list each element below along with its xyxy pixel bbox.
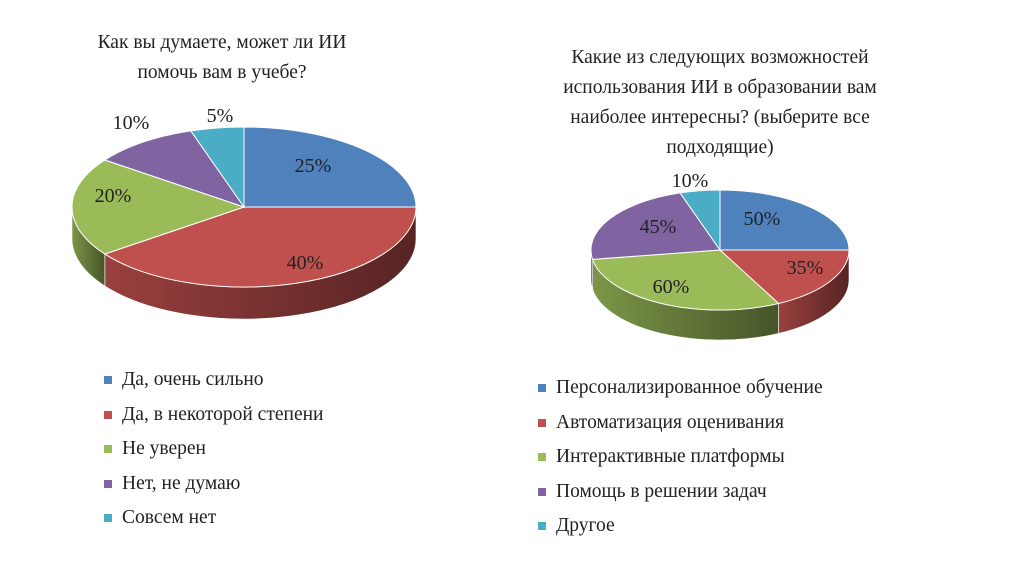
pie-slice [71, 159, 246, 255]
title-line: помочь вам в учебе? [137, 62, 307, 83]
chart-2-title: Какие из следующих возможностей использо… [500, 43, 940, 163]
pie-slice [103, 206, 417, 288]
chart-1-legend: Да, очень сильно Да, в некоторой степени… [104, 363, 323, 536]
legend-swatch [538, 453, 546, 462]
legend-item: Нет, не думаю [104, 467, 323, 502]
legend-item: Да, в некоторой степени [104, 398, 323, 433]
data-label: 40% [287, 252, 324, 274]
legend-item: Помощь в решении задач [538, 475, 823, 510]
pie-slice [590, 192, 721, 260]
data-label: 35% [787, 257, 824, 279]
title-line: Как вы думаете, может ли ИИ [97, 32, 347, 53]
data-label: 25% [295, 155, 332, 177]
legend-swatch [538, 522, 546, 531]
legend-item: Совсем нет [104, 501, 323, 536]
pie-slice [103, 130, 246, 208]
pie-slice [243, 126, 417, 208]
title-line: использования ИИ в образовании вам [563, 77, 877, 98]
pie-slice [679, 189, 721, 252]
chart-1-title: Как вы думаете, может ли ИИ помочь вам в… [42, 28, 402, 88]
legend-swatch [538, 384, 546, 393]
legend-swatch [538, 418, 546, 427]
data-label: 5% [207, 105, 234, 127]
legend-swatch [104, 445, 112, 454]
legend-label: Совсем нет [122, 507, 217, 529]
legend-swatch [538, 487, 546, 496]
legend-swatch [104, 479, 112, 488]
legend-swatch [104, 376, 112, 385]
data-label: 60% [653, 276, 690, 298]
legend-label: Нет, не думаю [122, 472, 241, 494]
legend-swatch [104, 514, 112, 523]
pie-slice [189, 126, 245, 209]
data-label: 20% [95, 185, 132, 207]
data-label: 10% [113, 112, 150, 134]
legend-item: Интерактивные платформы [538, 440, 823, 475]
title-line: наиболее интересны? (выберите все [570, 107, 870, 128]
legend-item: Другое [538, 509, 823, 544]
title-line: Какие из следующих возможностей [571, 47, 869, 68]
legend-label: Помощь в решении задач [556, 480, 767, 502]
pie-slice [719, 189, 850, 251]
legend-label: Не уверен [122, 438, 206, 460]
legend-label: Другое [556, 515, 615, 537]
legend-swatch [104, 410, 112, 419]
legend-label: Да, в некоторой степени [122, 403, 324, 425]
title-line: подходящие) [666, 137, 774, 158]
legend-item: Да, очень сильно [104, 363, 323, 398]
legend-item: Персонализированное обучение [538, 371, 823, 406]
chart-2-legend: Персонализированное обучение Автоматизац… [538, 371, 823, 544]
pie-slice [591, 249, 780, 311]
data-label: 10% [672, 170, 709, 192]
pie-slice [718, 249, 850, 305]
legend-label: Персонализированное обучение [556, 377, 823, 399]
legend-label: Автоматизация оценивания [556, 411, 784, 433]
legend-label: Да, очень сильно [122, 369, 264, 391]
data-label: 45% [640, 216, 677, 238]
legend-item: Автоматизация оценивания [538, 406, 823, 441]
data-label: 50% [744, 208, 781, 230]
legend-label: Интерактивные платформы [556, 446, 785, 468]
legend-item: Не уверен [104, 432, 323, 467]
